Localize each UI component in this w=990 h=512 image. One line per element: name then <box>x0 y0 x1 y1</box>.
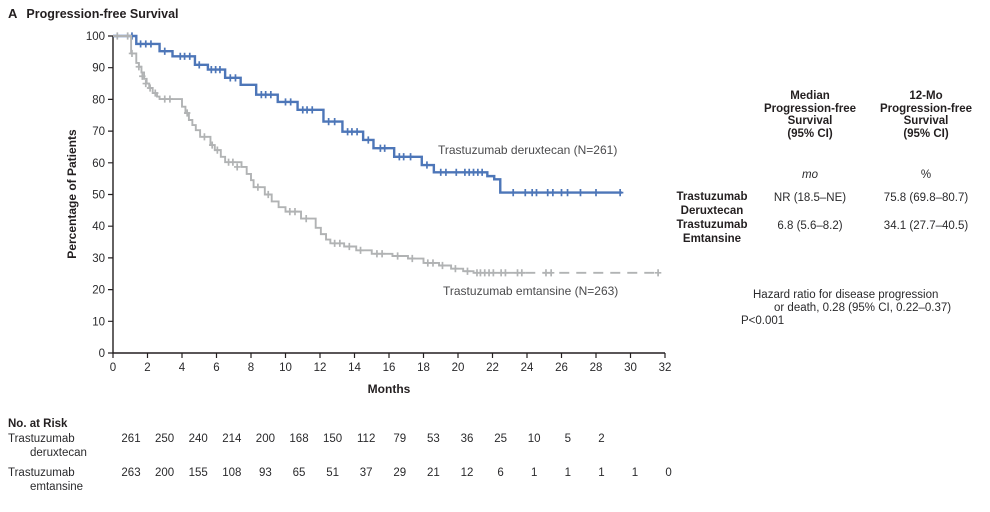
risk-count: 12 <box>460 467 474 479</box>
x-tick-label: 16 <box>383 362 396 374</box>
summary-rate-deruxtecan: 75.8 (69.8–80.7) <box>883 192 969 204</box>
hazard-line-1: Hazard ratio for disease progression <box>753 289 939 301</box>
x-tick-label: 18 <box>417 362 430 374</box>
risk-count: 25 <box>494 433 507 445</box>
y-tick-label: 40 <box>92 221 105 233</box>
y-tick-label: 0 <box>99 348 105 360</box>
risk-row1-label-line1: Trastuzumab <box>8 433 75 445</box>
risk-count: 0 <box>665 467 672 479</box>
y-tick-label: 90 <box>92 63 105 75</box>
x-tick-label: 14 <box>348 362 361 374</box>
x-tick-label: 26 <box>555 362 568 374</box>
summary-row-label-deruxtecan: Trastuzumab Deruxtecan <box>676 191 748 217</box>
summary-median-emtansine: 6.8 (5.6–8.2) <box>777 220 843 232</box>
x-axis-title: Months <box>367 382 411 396</box>
risk-count: 5 <box>564 433 571 445</box>
risk-count: 93 <box>258 467 272 479</box>
hazard-p-value: P<0.001 <box>741 315 785 328</box>
risk-count: 65 <box>292 467 306 479</box>
risk-count: 21 <box>426 467 440 479</box>
summary-col2-header: 12-Mo Progression-free Survival (95% CI) <box>879 90 973 140</box>
y-tick-label: 70 <box>92 126 105 138</box>
risk-count: 10 <box>527 433 541 445</box>
risk-count: 1 <box>598 467 605 479</box>
risk-count: 79 <box>393 433 407 445</box>
hazard-ratio-note: Hazard ratio for disease progression or … <box>741 289 951 329</box>
x-tick-label: 0 <box>110 362 116 374</box>
risk-count: 51 <box>326 467 339 479</box>
risk-count: 37 <box>359 467 373 479</box>
panel-title-text: Progression-free Survival <box>26 7 179 21</box>
series-label-emtansine: Trastuzumab emtansine (N=263) <box>443 284 619 298</box>
axis-ticks <box>108 35 666 358</box>
risk-count: 200 <box>255 433 275 445</box>
x-tick-label: 28 <box>590 362 603 374</box>
risk-count: 150 <box>323 433 343 445</box>
summary-unit-months: mo <box>802 169 818 181</box>
risk-row2-label-line2: emtansine <box>30 481 84 493</box>
y-tick-label: 20 <box>92 285 105 297</box>
x-tick-label: 6 <box>213 362 219 374</box>
summary-row-label-emtansine: Trastuzumab Emtansine <box>676 219 748 245</box>
summary-unit-percent: % <box>920 169 932 181</box>
risk-count: 1 <box>631 467 639 479</box>
x-tick-label: 8 <box>248 362 254 374</box>
summary-rate-emtansine: 34.1 (27.7–40.5) <box>883 220 969 232</box>
risk-row1-label-line2: deruxtecan <box>30 447 87 459</box>
panel-letter: A <box>8 6 18 21</box>
risk-count: 112 <box>357 433 376 445</box>
x-tick-label: 4 <box>179 362 186 374</box>
panel-title: A Progression-free Survival <box>8 6 179 21</box>
risk-count: 263 <box>121 467 141 479</box>
y-tick-label: 10 <box>92 316 105 328</box>
censor-marks-emtansine <box>114 32 662 277</box>
y-tick-label: 100 <box>86 31 105 43</box>
risk-count: 53 <box>426 433 440 445</box>
summary-col1-header: Median Progression-free Survival (95% CI… <box>763 90 857 140</box>
series-label-deruxtecan: Trastuzumab deruxtecan (N=261) <box>438 143 618 157</box>
risk-count: 108 <box>222 467 242 479</box>
hazard-line-2: or death, 0.28 (95% CI, 0.22–0.37) <box>774 302 952 315</box>
x-tick-label: 20 <box>452 362 465 374</box>
x-tick-label: 30 <box>624 362 637 374</box>
x-tick-label: 32 <box>659 362 672 374</box>
y-tick-label: 50 <box>92 190 105 202</box>
censor-marks-deruxtecan <box>128 32 624 197</box>
risk-count: 6 <box>497 467 504 479</box>
axes <box>112 36 665 354</box>
risk-count: 214 <box>222 433 242 445</box>
y-tick-label: 30 <box>92 253 105 265</box>
x-tick-label: 2 <box>144 362 150 374</box>
y-tick-label: 80 <box>92 94 105 106</box>
x-tick-label: 10 <box>279 362 292 374</box>
risk-count: 240 <box>188 433 208 445</box>
x-tick-label: 12 <box>314 362 327 374</box>
risk-count: 36 <box>460 433 474 445</box>
y-axis-title: Percentage of Patients <box>65 129 79 259</box>
risk-count: 261 <box>121 433 141 445</box>
risk-count: 1 <box>564 467 571 479</box>
risk-count: 1 <box>530 467 538 479</box>
x-tick-label: 22 <box>486 362 499 374</box>
risk-count: 29 <box>393 467 407 479</box>
risk-row2-label-line1: Trastuzumab <box>8 467 75 479</box>
summary-median-deruxtecan: NR (18.5–NE) <box>773 192 847 204</box>
y-tick-label: 60 <box>92 158 105 170</box>
risk-count: 168 <box>289 433 309 445</box>
risk-table-title: No. at Risk <box>8 418 68 430</box>
risk-count: 250 <box>155 433 175 445</box>
risk-count: 2 <box>598 433 605 445</box>
risk-count: 155 <box>188 467 208 479</box>
risk-count: 200 <box>155 467 175 479</box>
x-tick-label: 24 <box>521 362 534 374</box>
